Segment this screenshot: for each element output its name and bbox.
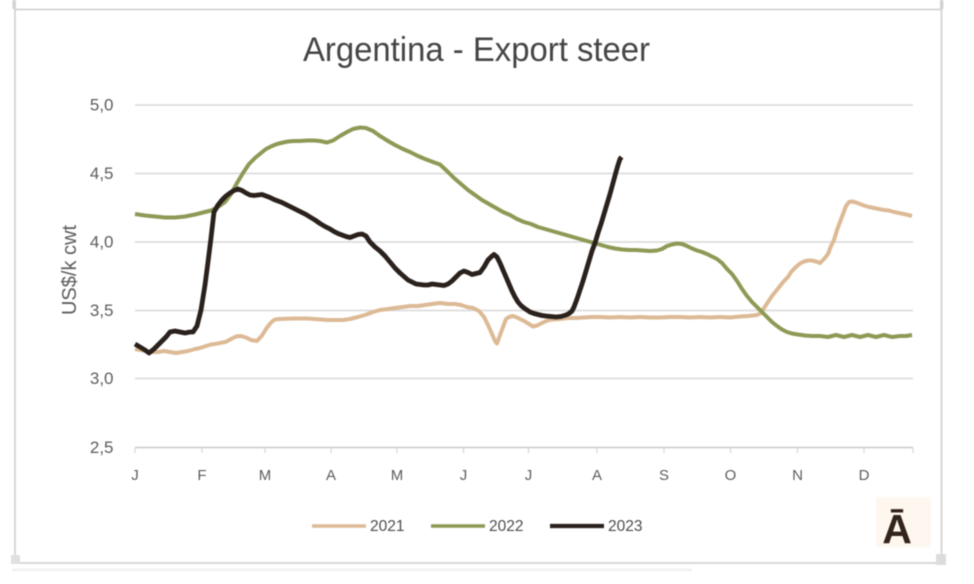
svg-text:M: M — [391, 467, 404, 484]
svg-text:J: J — [460, 467, 468, 484]
svg-text:2022: 2022 — [489, 518, 523, 535]
svg-text:US$/k cwt: US$/k cwt — [59, 225, 81, 315]
svg-text:3,5: 3,5 — [90, 301, 114, 320]
svg-text:4,0: 4,0 — [90, 233, 114, 252]
svg-text:2023: 2023 — [608, 518, 642, 535]
svg-text:Ā: Ā — [882, 506, 912, 552]
svg-text:O: O — [725, 467, 737, 484]
svg-text:2,5: 2,5 — [90, 438, 114, 457]
svg-text:4,5: 4,5 — [90, 164, 114, 183]
svg-text:N: N — [792, 467, 803, 484]
svg-text:S: S — [659, 467, 669, 484]
svg-text:J: J — [131, 467, 139, 484]
svg-text:D: D — [859, 467, 870, 484]
svg-text:F: F — [197, 467, 206, 484]
svg-text:5,0: 5,0 — [90, 96, 114, 115]
svg-text:J: J — [525, 467, 533, 484]
svg-text:A: A — [592, 467, 602, 484]
svg-text:Argentina - Export steer: Argentina - Export steer — [303, 31, 650, 69]
svg-text:3,0: 3,0 — [90, 369, 114, 388]
svg-text:M: M — [259, 467, 272, 484]
svg-text:A: A — [326, 467, 336, 484]
svg-text:2021: 2021 — [370, 518, 404, 535]
